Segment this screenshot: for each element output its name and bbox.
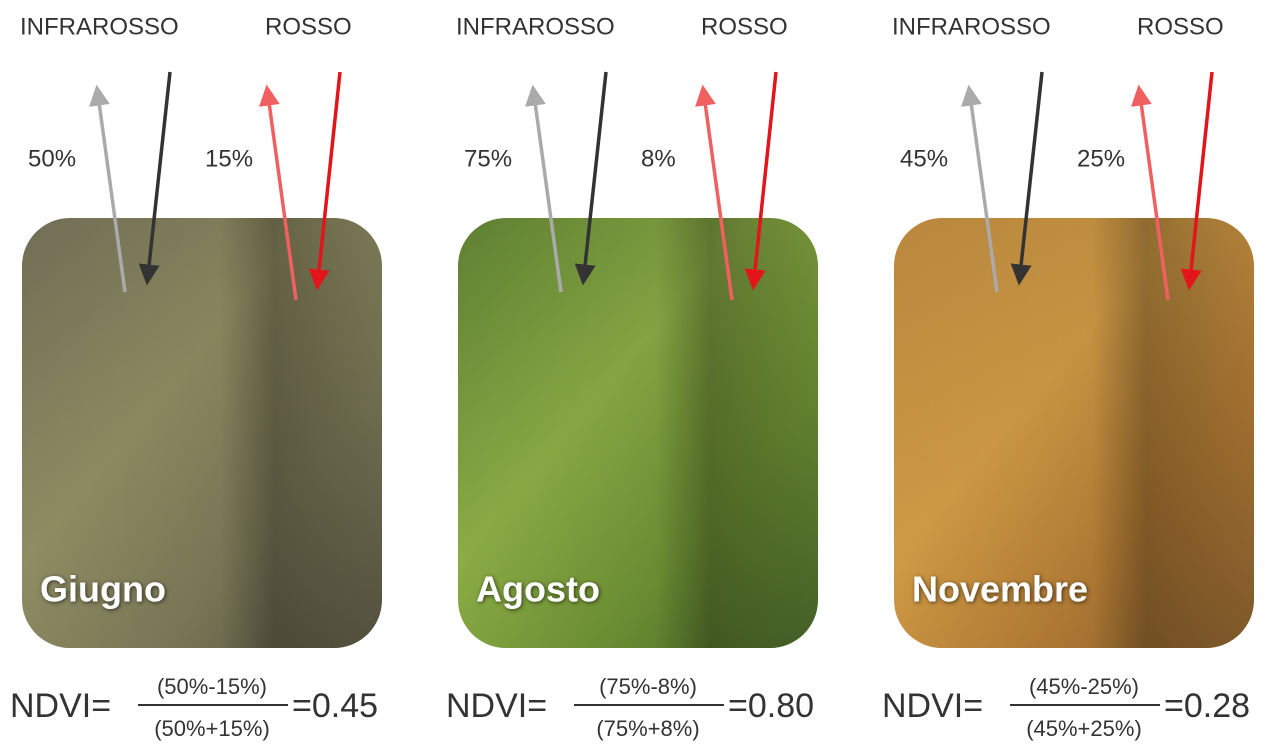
ndvi-label: NDVI=: [10, 687, 111, 725]
red-label: ROSSO: [265, 13, 352, 40]
incident-red-arrow: [744, 71, 778, 291]
incident-red-arrow: [1180, 71, 1214, 291]
month-label: Agosto: [476, 569, 600, 610]
denominator: (45%+25%): [1026, 716, 1142, 741]
month-label: Giugno: [40, 569, 166, 610]
denominator: (50%+15%): [154, 716, 270, 741]
reflected-infrared-arrow: [525, 84, 563, 293]
incident-infrared-arrow: [574, 71, 608, 286]
month-label: Novembre: [912, 569, 1088, 610]
infrared-percent: 50%: [28, 145, 76, 172]
ndvi-label: NDVI=: [446, 687, 547, 725]
infrared-percent: 45%: [900, 145, 948, 172]
photo-shade: [22, 218, 382, 648]
panel: INFRAROSSO ROSSO 50% 15% Giugno NDVI= (50%-15%…: [10, 13, 382, 741]
reflected-red-arrow: [695, 84, 734, 301]
ndvi-result: =0.28: [1164, 687, 1250, 725]
photo-shade: [894, 218, 1254, 648]
red-label: ROSSO: [701, 13, 788, 40]
panel: INFRAROSSO ROSSO 75% 8% Agosto NDVI= (75%-8%) (…: [446, 13, 818, 741]
reflected-red-arrow: [259, 84, 298, 301]
incident-infrared-arrow: [1010, 71, 1044, 286]
panel: INFRAROSSO ROSSO 45% 25% Novembre NDVI= (45%-2…: [882, 13, 1254, 741]
red-percent: 8%: [641, 145, 676, 172]
ndvi-result: =0.45: [292, 687, 378, 725]
ndvi-label: NDVI=: [882, 687, 983, 725]
infrared-label: INFRAROSSO: [20, 13, 179, 40]
red-percent: 25%: [1077, 145, 1125, 172]
reflected-infrared-arrow: [89, 84, 127, 293]
numerator: (45%-25%): [1029, 674, 1139, 699]
red-percent: 15%: [205, 145, 253, 172]
reflected-red-arrow: [1131, 84, 1170, 301]
incident-infrared-arrow: [138, 71, 172, 286]
ndvi-result: =0.80: [728, 687, 814, 725]
infrared-label: INFRAROSSO: [892, 13, 1051, 40]
numerator: (75%-8%): [599, 674, 697, 699]
denominator: (75%+8%): [596, 716, 699, 741]
numerator: (50%-15%): [157, 674, 267, 699]
red-label: ROSSO: [1137, 13, 1224, 40]
infrared-percent: 75%: [464, 145, 512, 172]
reflected-infrared-arrow: [961, 84, 999, 293]
incident-red-arrow: [308, 71, 342, 291]
photo-shade: [458, 218, 818, 648]
infrared-label: INFRAROSSO: [456, 13, 615, 40]
